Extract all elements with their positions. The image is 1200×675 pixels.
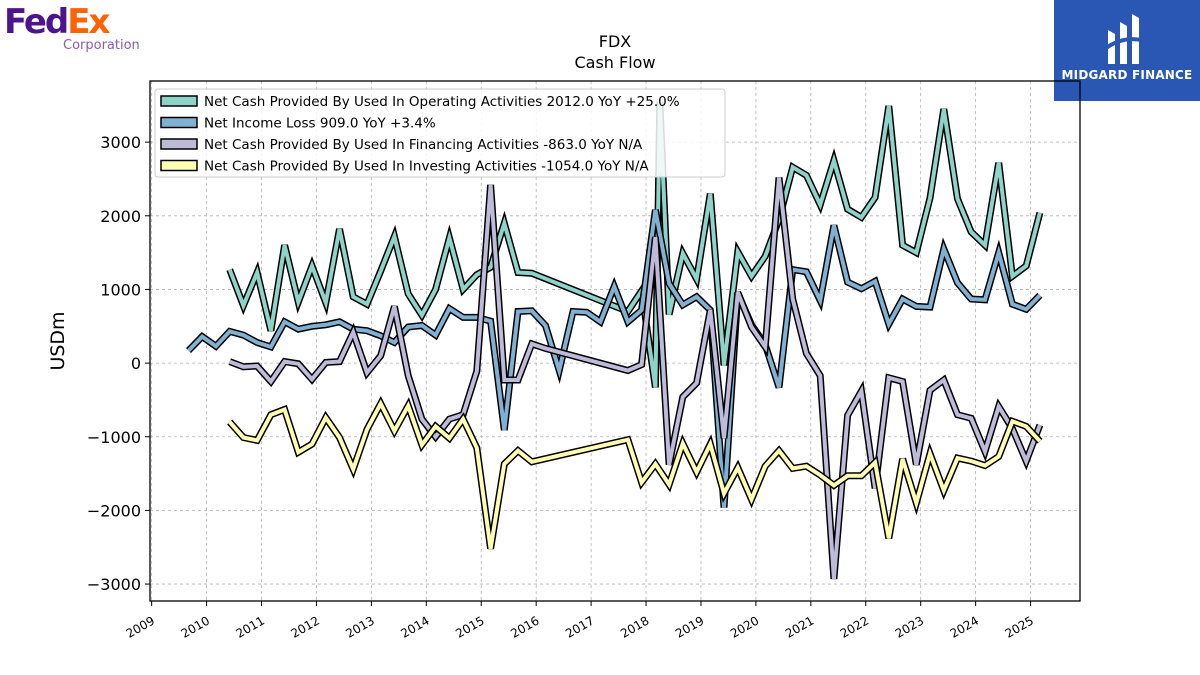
- x-tick-label: 2022: [838, 613, 871, 640]
- legend-swatch: [160, 95, 198, 107]
- y-tick-label: 2000: [100, 207, 141, 226]
- series-line: [228, 177, 1042, 580]
- fedex-wordmark-fed: Fed: [4, 2, 69, 42]
- legend-entry: Net Cash Provided By Used In Operating A…: [204, 94, 680, 110]
- series-line: [228, 399, 1042, 550]
- series-line: [227, 101, 1042, 388]
- x-tick-label: 2012: [288, 613, 321, 640]
- y-tick-label: −1000: [87, 428, 141, 447]
- legend-swatch: [160, 116, 198, 129]
- series-line: [187, 209, 1042, 508]
- fedex-logo: FedEx Corporation: [4, 2, 144, 58]
- fedex-wordmark: FedEx: [4, 2, 110, 48]
- x-tick-label: 2018: [618, 613, 651, 640]
- y-tick-label: −3000: [87, 575, 141, 594]
- fedex-corporation-label: Corporation: [63, 38, 140, 53]
- legend: Net Cash Provided By Used In Operating A…: [154, 88, 726, 178]
- y-tick-label: 3000: [100, 133, 141, 152]
- x-tick-label: 2013: [343, 613, 376, 640]
- series-1: [226, 101, 1044, 388]
- midgard-finance-label: MIDGARD FINANCE: [1061, 68, 1193, 82]
- y-axis-label: USDm: [47, 311, 69, 370]
- plot-frame: [149, 80, 1081, 602]
- y-tick-label: 1000: [100, 280, 141, 299]
- axes: −3000 −2000 −1000 0 1000 2000 3000 2009 2010 2011…: [87, 133, 1036, 641]
- x-tick-label: 2023: [893, 613, 926, 640]
- y-tick-label: −2000: [87, 501, 141, 520]
- legend-entry: Net Cash Provided By Used In Financing A…: [204, 137, 643, 153]
- series-2: [185, 209, 1043, 508]
- x-tick-label: 2014: [398, 613, 431, 640]
- x-tick-label: 2017: [563, 613, 596, 640]
- x-tick-label: 2016: [508, 613, 541, 640]
- series-3: [228, 177, 1044, 580]
- chart-title: FDX: [599, 32, 632, 51]
- midgard-logo-icon: [1104, 14, 1149, 64]
- chart-subtitle: Cash Flow: [574, 53, 655, 72]
- x-tick-label: 2020: [728, 613, 761, 640]
- legend-swatch: [160, 159, 198, 172]
- series-outline: [227, 395, 1043, 550]
- x-tick-label: 2015: [453, 613, 486, 640]
- y-tick-label: 0: [131, 354, 141, 373]
- legend-box: [154, 88, 726, 178]
- x-tick-label: 2025: [1003, 613, 1036, 640]
- fedex-wordmark-ex: Ex: [67, 2, 110, 42]
- x-tick-label: 2019: [673, 613, 706, 640]
- legend-entry: Net Cash Provided By Used In Investing A…: [204, 159, 649, 175]
- x-tick-label: 2024: [948, 613, 981, 640]
- x-tick-label: 2010: [179, 613, 212, 640]
- legend-entry: Net Income Loss 909.0 YoY +3.4%: [204, 116, 436, 132]
- x-tick-label: 2011: [234, 613, 267, 640]
- x-tick-label: 2009: [124, 613, 157, 640]
- legend-swatch: [160, 138, 198, 150]
- x-tick-label: 2021: [783, 613, 816, 640]
- midgard-finance-watermark: MIDGARD FINANCE: [1054, 0, 1200, 101]
- series-4: [227, 395, 1043, 550]
- series-layer: [185, 101, 1044, 580]
